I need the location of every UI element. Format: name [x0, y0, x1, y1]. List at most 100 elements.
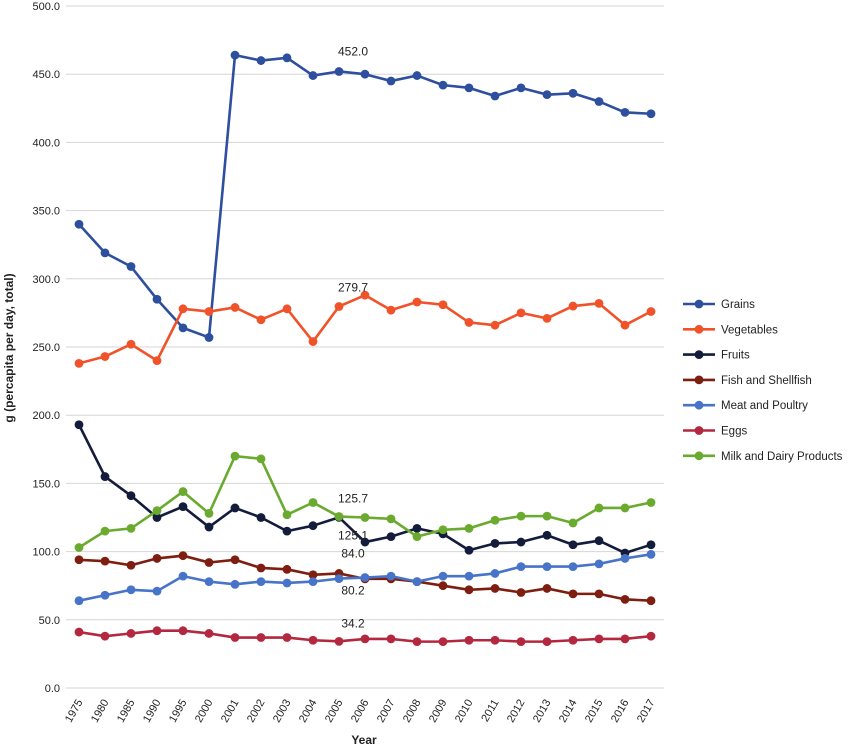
data-point [100, 248, 110, 258]
data-point [620, 320, 630, 330]
x-tick-label: 2001 [219, 698, 242, 725]
data-point [178, 502, 188, 511]
data-point [256, 563, 266, 573]
data-point [386, 514, 396, 524]
y-tick-label: 0.0 [45, 683, 60, 695]
x-tick-label: 1975 [63, 698, 86, 725]
data-point [438, 525, 448, 535]
data-point [646, 109, 656, 119]
data-point [100, 631, 110, 641]
data-point [152, 356, 162, 366]
y-tick-label: 250.0 [32, 342, 60, 354]
legend-marker [694, 324, 704, 334]
data-point [178, 571, 188, 581]
data-point [334, 302, 344, 311]
data-point [646, 498, 656, 507]
x-tick-label: 1980 [89, 698, 112, 725]
data-point [490, 635, 500, 645]
legend-item: Fruits [683, 350, 750, 362]
data-point [438, 581, 448, 591]
data-point [282, 578, 292, 588]
x-tick-label: 2000 [193, 698, 216, 725]
y-tick-label: 500.0 [32, 1, 60, 13]
data-point [438, 637, 448, 647]
data-annotation: 125.1 [338, 528, 368, 542]
data-point [360, 69, 370, 79]
data-point [74, 420, 84, 430]
data-point [204, 522, 214, 532]
data-point [620, 594, 630, 604]
data-point [646, 549, 656, 559]
data-point [256, 633, 266, 642]
y-axis-ticks: 0.0 50.0 100.0 150.0 200.0 250.0 300.0 350.0 400… [32, 1, 60, 695]
data-point [360, 573, 370, 582]
data-point [178, 323, 188, 333]
data-point [152, 554, 162, 563]
data-point [74, 358, 84, 368]
data-point [412, 297, 422, 307]
data-point [568, 301, 578, 311]
legend-label: Fish and Shellfish [721, 375, 812, 387]
data-point [386, 532, 396, 541]
data-point [464, 545, 474, 555]
y-tick-label: 300.0 [32, 274, 60, 286]
data-point [282, 526, 292, 536]
x-tick-label: 1990 [141, 698, 164, 725]
data-point [594, 298, 604, 308]
data-point [646, 596, 656, 606]
data-point [126, 629, 136, 638]
data-point [282, 304, 292, 314]
data-point [464, 571, 474, 581]
x-tick-label: 2016 [609, 698, 632, 725]
data-point [412, 532, 422, 541]
data-point [516, 511, 526, 521]
data-point [464, 318, 474, 327]
data-point [438, 300, 448, 310]
data-point [308, 498, 318, 507]
data-point [646, 631, 656, 641]
legend-label: Grains [721, 299, 755, 311]
data-point [464, 83, 474, 93]
x-tick-label: 2013 [531, 698, 554, 725]
x-tick-label: 2014 [557, 698, 580, 725]
data-point [516, 637, 526, 647]
data-point [100, 352, 110, 361]
data-annotation: 125.7 [338, 492, 368, 506]
data-point [256, 513, 266, 522]
data-point [490, 539, 500, 548]
data-point [568, 562, 578, 572]
x-axis-ticks: 1975 1980 1985 1990 1995 2000 2001 2002 2003 2004… [63, 698, 658, 725]
y-tick-label: 200.0 [32, 410, 60, 422]
legend-item: Eggs [683, 426, 747, 438]
data-point [620, 107, 630, 117]
x-tick-label: 2004 [297, 698, 320, 725]
data-annotation: 34.2 [341, 616, 365, 630]
legend-label: Eggs [721, 426, 747, 438]
data-point [568, 589, 578, 599]
series-line [78, 293, 652, 365]
data-point [360, 290, 370, 300]
data-point [256, 577, 266, 587]
data-point [308, 337, 318, 346]
legend-item: Milk and Dairy Products [683, 451, 843, 463]
data-point [412, 71, 422, 80]
data-point [542, 90, 552, 100]
data-point [516, 562, 526, 572]
data-point [542, 511, 552, 521]
data-point [74, 627, 84, 637]
data-point [594, 559, 604, 569]
x-tick-label: 2015 [583, 698, 606, 725]
legend-marker [694, 400, 704, 410]
data-annotation: 84.0 [341, 546, 365, 560]
data-point [178, 551, 188, 561]
legend-marker [694, 451, 704, 461]
data-point [152, 626, 162, 636]
legend-item: Grains [683, 299, 755, 311]
annotations: 452.0 279.7 125.7 125.1 84.0 80.2 34.2 [338, 44, 368, 630]
y-tick-label: 400.0 [32, 137, 60, 149]
data-point [204, 509, 214, 518]
data-point [542, 637, 552, 647]
data-point [386, 305, 396, 315]
data-point [516, 588, 526, 597]
x-tick-label: 2010 [453, 698, 476, 725]
